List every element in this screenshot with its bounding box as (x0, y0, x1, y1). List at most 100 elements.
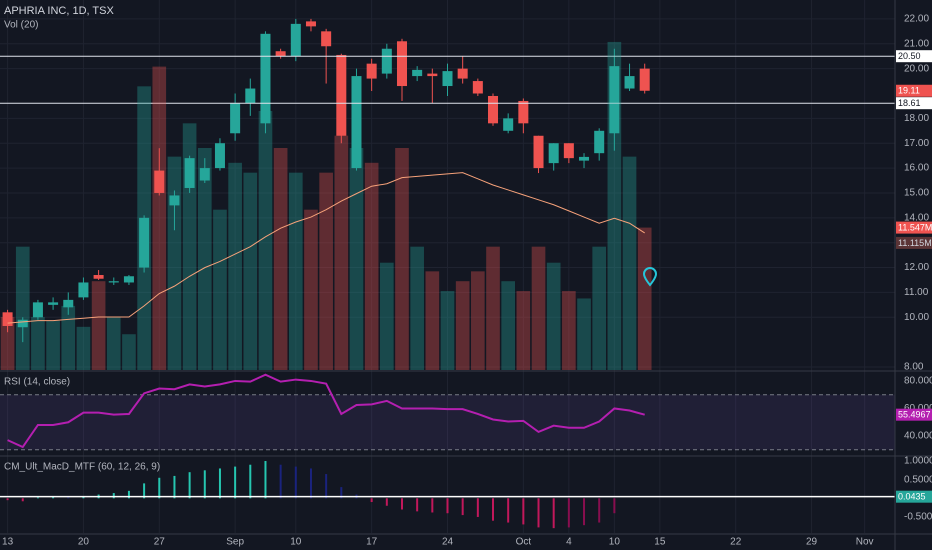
y-tick-label: 16.00 (904, 163, 929, 174)
volume-bar (137, 86, 151, 370)
volume-bar (152, 66, 167, 370)
volume-bar (91, 281, 106, 370)
candle-body (366, 63, 377, 79)
candle-body (503, 118, 514, 131)
candle-body (32, 302, 43, 318)
candle-body (260, 33, 271, 124)
volume-bar (395, 148, 409, 370)
volume-bar (440, 291, 455, 370)
y-tick-label: 11.00 (904, 287, 929, 298)
candle-body (108, 281, 119, 283)
price-tag-label: 11.547M (898, 222, 932, 232)
x-tick-label: Oct (516, 537, 532, 548)
volume-bar (364, 162, 379, 370)
candle-body (488, 95, 499, 124)
y-tick-label: 1.0000 (904, 456, 932, 467)
pin-icon[interactable] (642, 266, 658, 287)
x-tick-label: Sep (226, 537, 244, 548)
candle-body (93, 275, 104, 279)
price-tag (896, 50, 932, 63)
candle-body (321, 31, 332, 47)
x-tick-label: 10 (290, 537, 302, 548)
price-tag (896, 221, 932, 234)
volume-bar (349, 148, 364, 370)
y-tick-label: -0.5000 (904, 512, 932, 523)
macd-title: CM_Ult_MacD_MTF (60, 12, 26, 9) (4, 462, 160, 473)
price-tag (896, 97, 932, 110)
volume-bar (516, 291, 531, 370)
price-tag-label: 19.11 (898, 86, 920, 96)
candle-body (2, 312, 13, 326)
volume-bar (228, 162, 242, 370)
candle-body (336, 54, 347, 136)
y-tick-label: 80.0000 (904, 376, 932, 387)
volume-bar (15, 246, 30, 370)
volume-ma-line (7, 172, 645, 324)
x-tick-label: 13 (2, 537, 14, 548)
candle-body (609, 66, 620, 134)
volume-bar (410, 246, 424, 370)
y-tick-label: 20.00 (904, 63, 929, 74)
volume-bar (76, 326, 91, 370)
candle-body (518, 100, 529, 124)
volume-bar (637, 227, 652, 370)
rsi-line (7, 373, 645, 449)
volume-bar (425, 271, 440, 370)
candle-body (548, 143, 559, 164)
grid (0, 0, 895, 533)
candle-body (427, 73, 438, 77)
candle-body (63, 299, 74, 308)
candle-body (184, 158, 195, 188)
candle-body (48, 302, 59, 305)
x-tick-label: 20 (78, 537, 90, 548)
price-tag-label: 11.115M (898, 238, 932, 248)
candle-body (442, 71, 453, 87)
alert-pin[interactable] (642, 266, 658, 287)
volume-bar (106, 316, 121, 370)
volume-bar (471, 271, 485, 370)
rsi-title: RSI (14, close) (4, 377, 70, 388)
price-tag (896, 84, 932, 97)
candle-body (412, 69, 423, 77)
volume-bar (622, 156, 637, 370)
candle-body (472, 81, 483, 94)
x-tick-label: 15 (654, 537, 666, 548)
candle-body (639, 68, 650, 91)
volume-bar (577, 298, 591, 370)
y-tick-label: 0.5000 (904, 474, 932, 485)
volume-bar (122, 334, 136, 370)
volume-bar (167, 156, 182, 370)
y-tick-label: 10.00 (904, 312, 929, 323)
price-tag (896, 236, 932, 249)
y-tick-label: 40.0000 (904, 431, 932, 442)
volume-bar (0, 316, 15, 370)
volume-bar (486, 246, 500, 370)
volume-bar (258, 111, 273, 370)
y-tick-label: 21.00 (904, 38, 929, 49)
price-tag (896, 490, 932, 503)
labels: 13 20 27 Sep 10 17 24 Oct 4 10 15 22 29 Nov 8.00 10.00 1… (2, 14, 932, 548)
volume-bar (61, 305, 76, 370)
candle-body (275, 51, 286, 57)
volume-bar (46, 320, 60, 370)
volume-bar (319, 172, 333, 370)
volume-bar (501, 281, 516, 370)
y-tick-label: 12.00 (904, 262, 929, 273)
x-tick-label: 24 (442, 537, 454, 548)
y-tick-label: 8.00 (904, 362, 924, 373)
candle-body (396, 41, 407, 87)
marks (0, 18, 895, 529)
y-tick-label: 14.00 (904, 212, 929, 223)
volume-bar (273, 148, 288, 370)
candle-body (563, 143, 574, 159)
candle-body (579, 156, 590, 161)
x-tick-label: 29 (806, 537, 818, 548)
y-tick-label: 15.00 (904, 188, 929, 199)
candle-body (17, 319, 28, 328)
x-tick-label: 4 (566, 537, 572, 548)
candle-body (290, 23, 301, 57)
candle-body (214, 143, 225, 169)
volume-bar (213, 209, 227, 370)
volume-bar (243, 172, 258, 370)
